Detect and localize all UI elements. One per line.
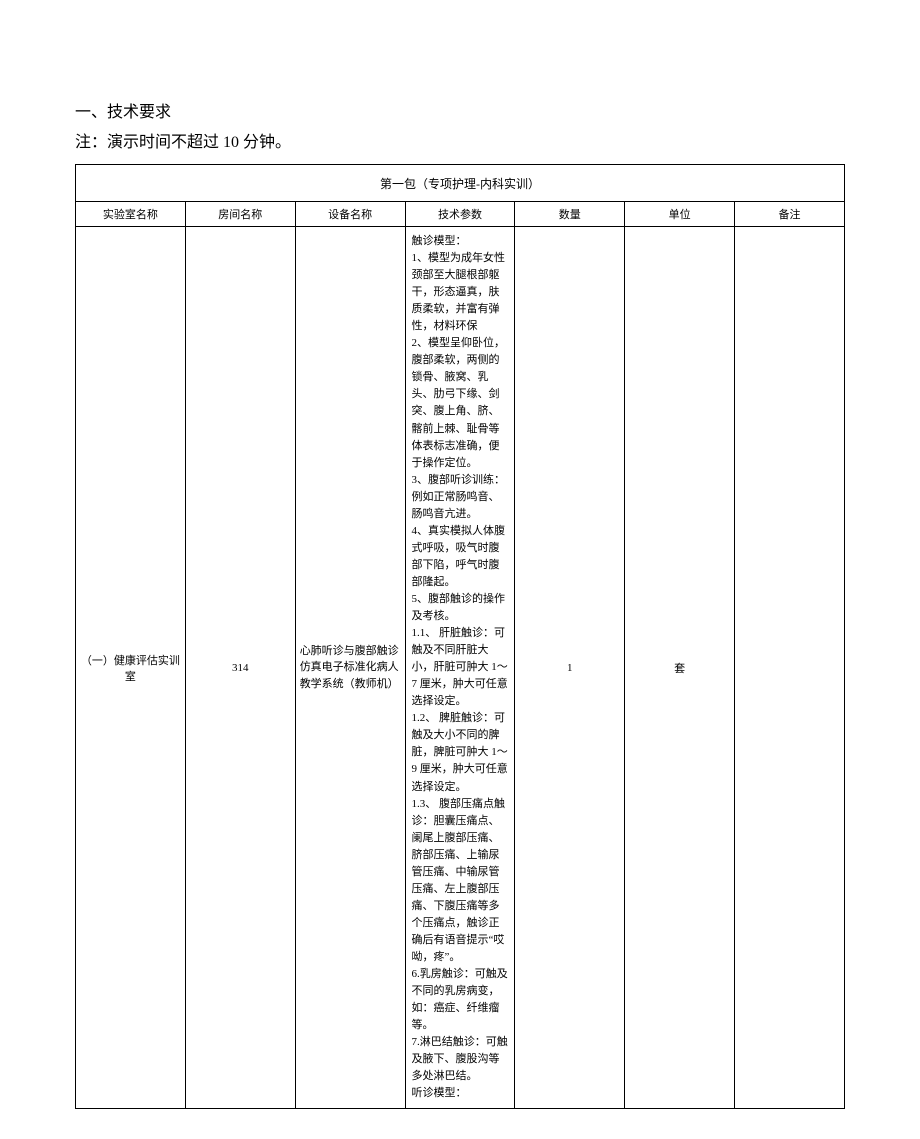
cell-unit: 套 [625,227,735,1109]
spec-line: 1.3、 腹部压痛点触诊：胆囊压痛点、阑尾上腹部压痛、脐部压痛、上输尿管压痛、中… [412,796,509,966]
cell-note [735,227,845,1109]
col-note: 备注 [735,202,845,227]
package-title-row: 第一包（专项护理-内科实训） [76,165,845,202]
spec-line: 6.乳房触诊：可触及不同的乳房病变，如：癌症、纤维瘤等。 [412,966,509,1034]
page: 一、技术要求 注：演示时间不超过 10 分钟。 第一包（专项护理-内科实训） 实… [0,0,920,1139]
spec-line: 听诊模型： [412,1085,509,1102]
col-room: 房间名称 [185,202,295,227]
section-note: 注：演示时间不超过 10 分钟。 [75,130,845,156]
spec-line: 1.1、 肝脏触诊：可触及不同肝脏大小，肝脏可肿大 1～7 厘米，肿大可任意选择… [412,625,509,710]
cell-spec: 触诊模型：1、模型为成年女性颈部至大腿根部躯干，形态逼真，肤质柔软，并富有弹性，… [405,227,515,1109]
spec-line: 触诊模型： [412,233,509,250]
col-unit: 单位 [625,202,735,227]
package-title: 第一包（专项护理-内科实训） [76,165,845,202]
cell-equip: 心肺听诊与腹部触诊仿真电子标准化病人教学系统（教师机） [295,227,405,1109]
spec-line: 1.2、 脾脏触诊：可触及大小不同的脾脏，脾脏可肿大 1～9 厘米，肿大可任意选… [412,710,509,795]
table-header-row: 实验室名称 房间名称 设备名称 技术参数 数量 单位 备注 [76,202,845,227]
table-row: （一）健康评估实训室 314 心肺听诊与腹部触诊仿真电子标准化病人教学系统（教师… [76,227,845,1109]
col-qty: 数量 [515,202,625,227]
spec-line: 5、腹部触诊的操作及考核。 [412,591,509,625]
cell-room: 314 [185,227,295,1109]
spec-line: 4、真实模拟人体腹式呼吸，吸气时腹部下陷，呼气时腹部隆起。 [412,523,509,591]
cell-qty: 1 [515,227,625,1109]
col-lab: 实验室名称 [76,202,186,227]
cell-lab: （一）健康评估实训室 [76,227,186,1109]
col-spec: 技术参数 [405,202,515,227]
spec-line: 3、腹部听诊训练：例如正常肠鸣音、肠鸣音亢进。 [412,472,509,523]
col-equip: 设备名称 [295,202,405,227]
spec-line: 7.淋巴结触诊：可触及腋下、腹股沟等多处淋巴结。 [412,1034,509,1085]
section-heading: 一、技术要求 [75,100,845,126]
equipment-table: 第一包（专项护理-内科实训） 实验室名称 房间名称 设备名称 技术参数 数量 单… [75,164,845,1109]
spec-line: 2、模型呈仰卧位，腹部柔软，两侧的锁骨、腋窝、乳头、肋弓下缘、剑突、腹上角、脐、… [412,335,509,471]
spec-line: 1、模型为成年女性颈部至大腿根部躯干，形态逼真，肤质柔软，并富有弹性，材料环保 [412,250,509,335]
